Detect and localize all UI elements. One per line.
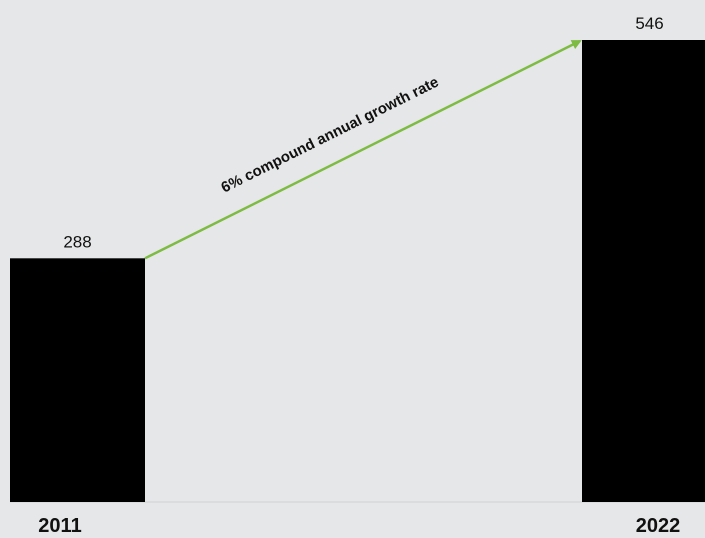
category-label-2022: 2022 (636, 515, 681, 537)
cagr-annotation: 6% compound annual growth rate (218, 74, 441, 197)
value-label-2011: 288 (63, 232, 91, 251)
growth-arrow (144, 39, 582, 260)
category-label-2011: 2011 (38, 515, 81, 537)
bar-2011 (10, 258, 145, 502)
value-label-2022: 546 (635, 14, 663, 33)
bar-2022 (582, 40, 705, 502)
